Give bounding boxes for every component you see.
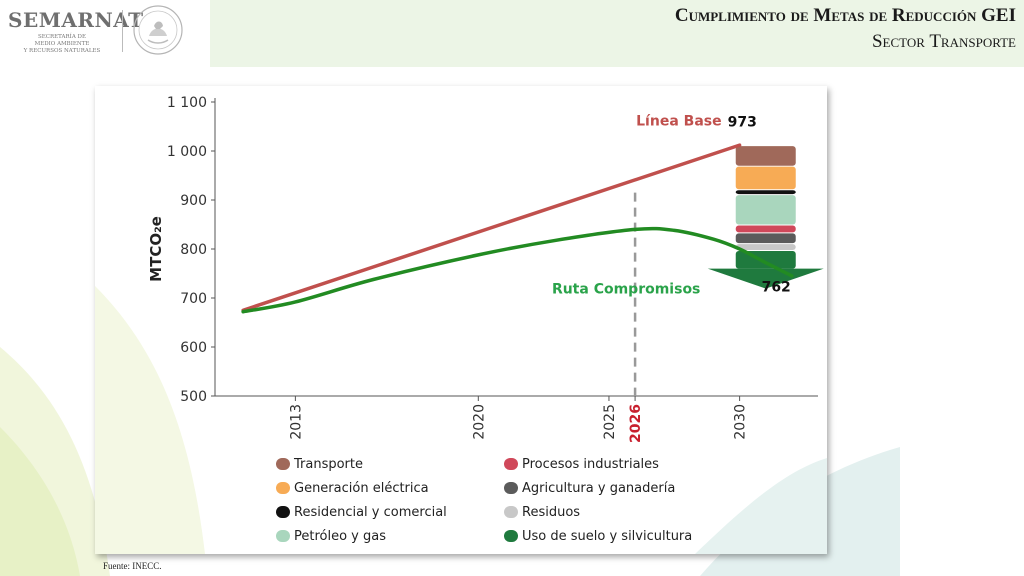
title-band <box>210 0 1024 67</box>
stack-segment <box>735 166 796 190</box>
logo-area: SEMARNAT SECRETARÍA DE MEDIO AMBIENTE Y … <box>0 0 210 67</box>
legend-label: Uso de suelo y silvicultura <box>522 528 693 544</box>
card-deco-shape <box>695 458 827 554</box>
y-tick-label: 1 100 <box>167 95 207 111</box>
legend-item: Residencial y comercial <box>276 500 447 524</box>
legend-swatch <box>504 482 518 494</box>
logo-divider <box>122 10 123 52</box>
legend-item: Generación eléctrica <box>276 476 447 500</box>
slide-title: Cumplimiento de Metas de Reducción GEI <box>674 5 1016 26</box>
legend-label: Generación eléctrica <box>294 480 429 496</box>
stack-segment <box>735 190 796 195</box>
semarnat-logo: SEMARNAT <box>8 8 144 32</box>
logo-sub-line: MEDIO AMBIENTE <box>34 41 90 47</box>
legend-item: Agricultura y ganadería <box>504 476 692 500</box>
commitments-series-label: Ruta Compromisos <box>552 282 700 298</box>
legend-item: Residuos <box>504 500 692 524</box>
slide-subtitle: Sector Transporte <box>871 31 1016 52</box>
stack-segment <box>735 233 796 244</box>
emissions-chart: 500 600 700 800 900 1 000 1 100 MTCO₂e 2013 2020 2… <box>95 95 827 554</box>
legend-label: Transporte <box>294 456 363 472</box>
commitments-series-line <box>241 226 794 314</box>
logo-subtitle: SECRETARÍA DE MEDIO AMBIENTE Y RECURSOS … <box>12 34 112 55</box>
y-tick-label: 900 <box>180 193 207 209</box>
logo-sub-line: Y RECURSOS NATURALES <box>23 48 101 54</box>
baseline-series-line <box>241 143 742 312</box>
legend-swatch <box>504 530 518 542</box>
source-note: Fuente: INECC. <box>103 561 162 571</box>
baseline-value-label: 973 <box>728 115 757 131</box>
y-tick-label: 600 <box>180 340 207 356</box>
x-tick-label: 2025 <box>602 404 618 440</box>
chart-panel: 500 600 700 800 900 1 000 1 100 MTCO₂e 2013 2020 2… <box>95 86 827 554</box>
legend-item: Petróleo y gas <box>276 524 447 548</box>
legend-swatch <box>276 530 290 542</box>
legend-item: Uso de suelo y silvicultura <box>504 524 692 548</box>
x-tick-label: 2030 <box>733 404 749 440</box>
y-tick-label: 800 <box>180 242 207 258</box>
legend-label: Procesos industriales <box>522 456 659 472</box>
legend-swatch <box>276 506 290 518</box>
legend-column-left: Transporte Generación eléctrica Residencia… <box>276 452 447 548</box>
y-tick-label: 500 <box>180 389 207 405</box>
legend-column-right: Procesos industriales Agricultura y ganad… <box>504 452 692 548</box>
x-tick-label: 2020 <box>471 404 487 440</box>
x-tick-label: 2026 <box>628 404 644 443</box>
baseline-series-label: Línea Base <box>636 114 721 130</box>
stack-segment <box>735 146 796 166</box>
stack-segment <box>735 225 796 233</box>
legend-label: Residuos <box>522 504 581 520</box>
legend-swatch <box>504 506 518 518</box>
stack-segment <box>735 250 796 269</box>
legend-item: Procesos industriales <box>504 452 692 476</box>
legend-swatch <box>276 458 290 470</box>
slide-header: SEMARNAT SECRETARÍA DE MEDIO AMBIENTE Y … <box>0 0 1024 67</box>
y-axis-label: MTCO₂e <box>147 216 165 282</box>
legend-swatch <box>504 458 518 470</box>
legend-label: Agricultura y ganadería <box>522 480 676 496</box>
logo-sub-line: SECRETARÍA DE <box>38 34 86 40</box>
card-deco-shape <box>95 286 205 554</box>
legend-swatch <box>276 482 290 494</box>
legend-item: Transporte <box>276 452 447 476</box>
y-tick-label: 700 <box>180 291 207 307</box>
target-value-label: 762 <box>762 280 791 296</box>
x-tick-label: 2013 <box>288 404 304 440</box>
reduction-arrow-icon <box>707 268 824 289</box>
stack-segment <box>735 244 796 250</box>
y-tick-label: 1 000 <box>167 144 207 160</box>
legend-label: Petróleo y gas <box>294 528 386 544</box>
stack-segment <box>735 195 796 225</box>
national-seal-icon <box>133 5 183 55</box>
legend-label: Residencial y comercial <box>294 504 447 520</box>
